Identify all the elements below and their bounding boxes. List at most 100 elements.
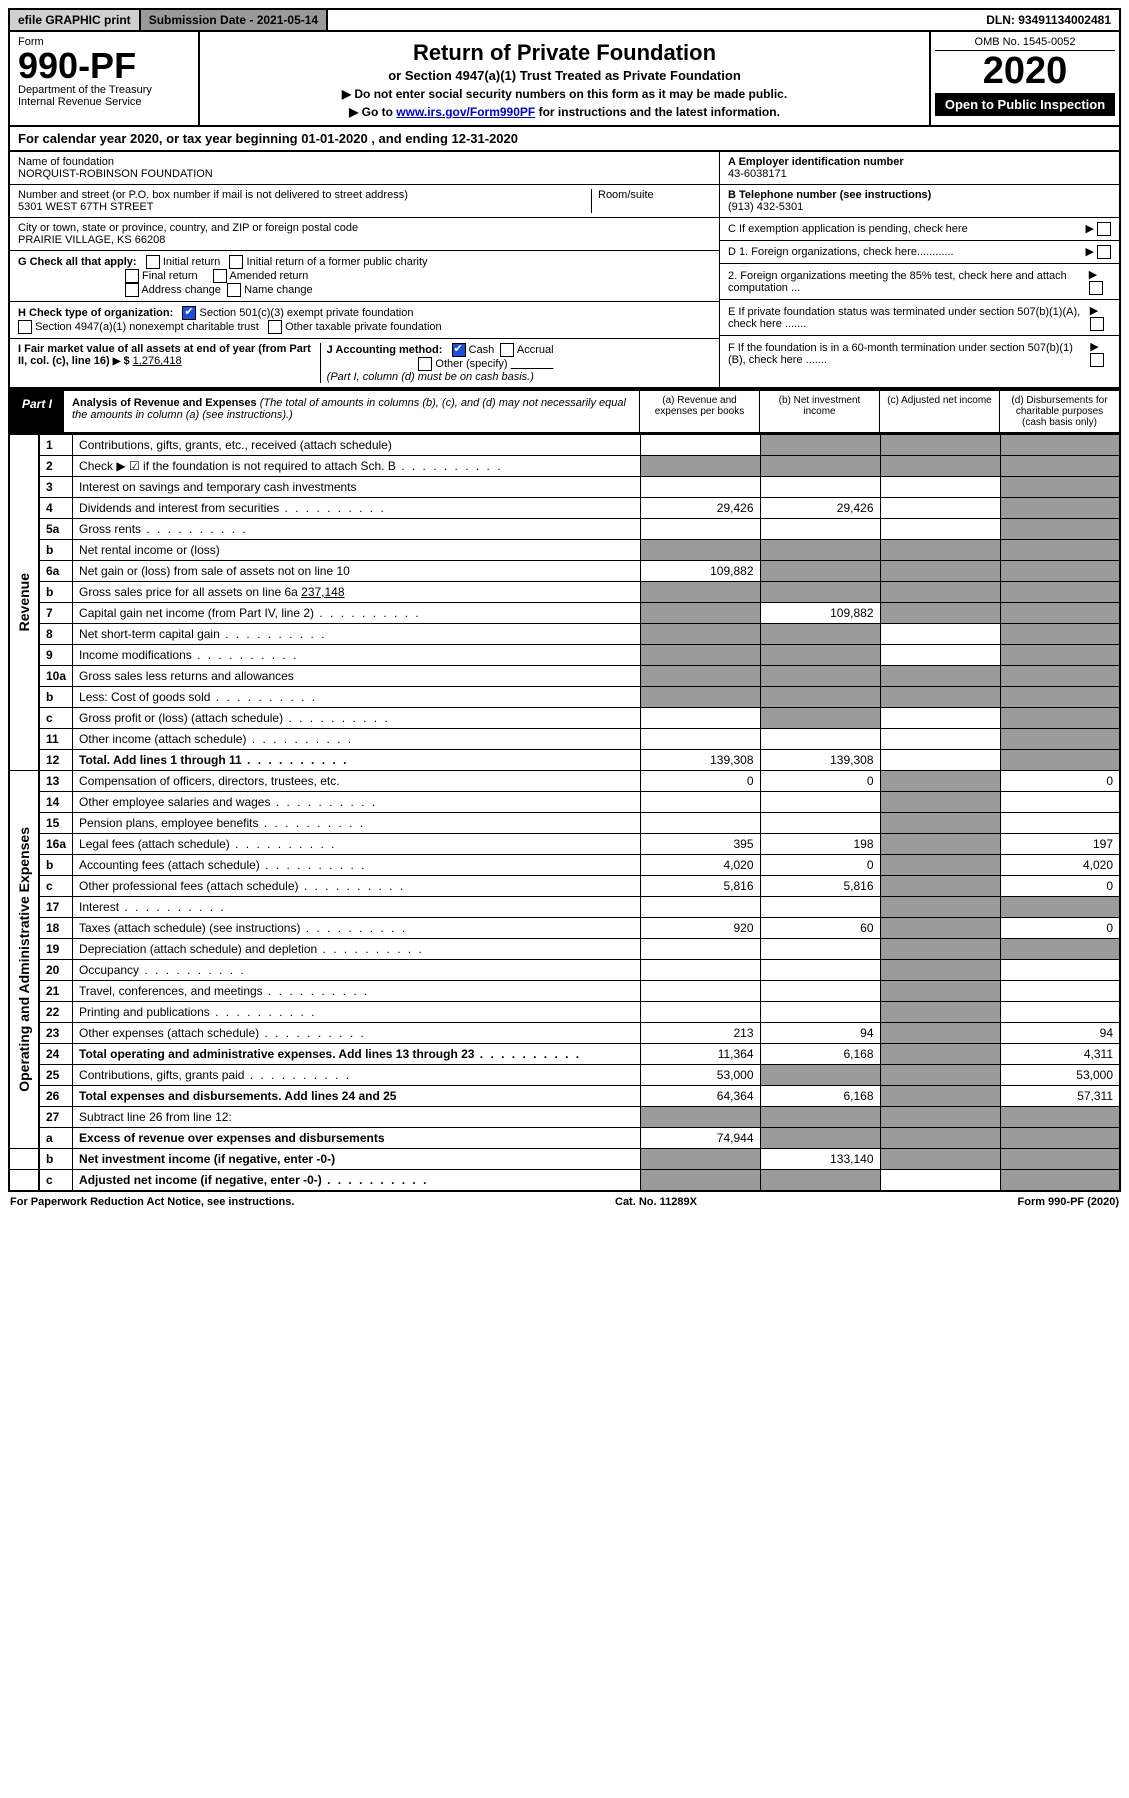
table-row: aExcess of revenue over expenses and dis… (9, 1128, 1120, 1149)
side-revenue: Revenue (16, 573, 32, 631)
j-label: J Accounting method: (327, 344, 443, 356)
section-g: G Check all that apply: Initial return I… (10, 251, 719, 302)
form-number: 990-PF (18, 48, 190, 84)
r16c-b: 5,816 (760, 876, 880, 897)
r22: Printing and publications (73, 1002, 640, 1023)
r26-d: 57,311 (1000, 1086, 1120, 1107)
phone-label: B Telephone number (see instructions) (728, 189, 1111, 201)
r25: Contributions, gifts, grants paid (73, 1065, 640, 1086)
e-label: E If private foundation status was termi… (728, 306, 1090, 330)
table-row: 6aNet gain or (loss) from sale of assets… (9, 561, 1120, 582)
r1: Contributions, gifts, grants, etc., rece… (73, 435, 640, 456)
header-mid: Return of Private Foundation or Section … (200, 32, 929, 125)
r23: Other expenses (attach schedule) (73, 1023, 640, 1044)
r19: Depreciation (attach schedule) and deple… (73, 939, 640, 960)
r6a: Net gain or (loss) from sale of assets n… (73, 561, 640, 582)
table-row: 26Total expenses and disbursements. Add … (9, 1086, 1120, 1107)
check-amended[interactable] (213, 269, 227, 283)
table-row: 9Income modifications (9, 645, 1120, 666)
check-c[interactable] (1097, 222, 1111, 236)
calendar-year-line: For calendar year 2020, or tax year begi… (8, 127, 1121, 152)
table-row: 22Printing and publications (9, 1002, 1120, 1023)
r13-b: 0 (760, 771, 880, 792)
omb-number: OMB No. 1545-0052 (935, 36, 1115, 51)
table-row: 21Travel, conferences, and meetings (9, 981, 1120, 1002)
table-row: 5aGross rents (9, 519, 1120, 540)
table-row: 20Occupancy (9, 960, 1120, 981)
table-row: 8Net short-term capital gain (9, 624, 1120, 645)
r10c: Gross profit or (loss) (attach schedule) (73, 708, 640, 729)
r13: Compensation of officers, directors, tru… (73, 771, 640, 792)
r24: Total operating and administrative expen… (73, 1044, 640, 1065)
r16a-b: 198 (760, 834, 880, 855)
footer-mid: Cat. No. 11289X (615, 1196, 697, 1208)
id-left: Name of foundation NORQUIST-ROBINSON FOU… (10, 152, 719, 387)
check-name-change[interactable] (227, 283, 241, 297)
check-other-method[interactable] (418, 357, 432, 371)
efile-print-button[interactable]: efile GRAPHIC print (10, 10, 141, 30)
r16a-a: 395 (640, 834, 760, 855)
table-row: 4Dividends and interest from securities2… (9, 498, 1120, 519)
r3: Interest on savings and temporary cash i… (73, 477, 640, 498)
irs-link[interactable]: www.irs.gov/Form990PF (396, 105, 535, 119)
addr-label: Number and street (or P.O. box number if… (18, 189, 591, 201)
r18: Taxes (attach schedule) (see instruction… (73, 918, 640, 939)
table-row: 12Total. Add lines 1 through 11139,30813… (9, 750, 1120, 771)
table-row: 15Pension plans, employee benefits (9, 813, 1120, 834)
r6b-val: 237,148 (301, 585, 344, 599)
r23-a: 213 (640, 1023, 760, 1044)
name-label: Name of foundation (18, 156, 711, 168)
r15: Pension plans, employee benefits (73, 813, 640, 834)
r24-d: 4,311 (1000, 1044, 1120, 1065)
check-d2[interactable] (1089, 281, 1103, 295)
check-final[interactable] (125, 269, 139, 283)
r10b: Less: Cost of goods sold (73, 687, 640, 708)
table-row: 24Total operating and administrative exp… (9, 1044, 1120, 1065)
check-other-taxable[interactable] (268, 320, 282, 334)
r6a-a: 109,882 (640, 561, 760, 582)
form-header: Form 990-PF Department of the Treasury I… (8, 32, 1121, 127)
check-initial[interactable] (146, 255, 160, 269)
open-to-public: Open to Public Inspection (935, 93, 1115, 116)
table-row: 16aLegal fees (attach schedule)395198197 (9, 834, 1120, 855)
header-left: Form 990-PF Department of the Treasury I… (10, 32, 200, 125)
opt-4947: Section 4947(a)(1) nonexempt charitable … (35, 321, 259, 333)
r18-a: 920 (640, 918, 760, 939)
r26-b: 6,168 (760, 1086, 880, 1107)
form-title: Return of Private Foundation (206, 40, 923, 66)
r12: Total. Add lines 1 through 11 (73, 750, 640, 771)
r14: Other employee salaries and wages (73, 792, 640, 813)
check-4947[interactable] (18, 320, 32, 334)
opt-final: Final return (142, 270, 198, 282)
check-cash[interactable] (452, 343, 466, 357)
col-d-header: (d) Disbursements for charitable purpose… (999, 391, 1119, 432)
opt-amended: Amended return (229, 270, 308, 282)
ein-value: 43-6038171 (728, 168, 1111, 180)
table-row: bNet rental income or (loss) (9, 540, 1120, 561)
c-label: C If exemption application is pending, c… (728, 223, 968, 235)
check-d1[interactable] (1097, 245, 1111, 259)
check-addr-change[interactable] (125, 283, 139, 297)
identity-block: Name of foundation NORQUIST-ROBINSON FOU… (8, 152, 1121, 389)
r25-d: 53,000 (1000, 1065, 1120, 1086)
r18-d: 0 (1000, 918, 1120, 939)
opt-cash: Cash (469, 344, 495, 356)
r18-b: 60 (760, 918, 880, 939)
table-row: bGross sales price for all assets on lin… (9, 582, 1120, 603)
check-f[interactable] (1090, 353, 1104, 367)
check-accrual[interactable] (500, 343, 514, 357)
r9: Income modifications (73, 645, 640, 666)
check-501c3[interactable] (182, 306, 196, 320)
note-pre: ▶ Go to (349, 105, 396, 119)
opt-accrual: Accrual (517, 344, 554, 356)
table-row: 10aGross sales less returns and allowanc… (9, 666, 1120, 687)
note-ssn: ▶ Do not enter social security numbers o… (206, 87, 923, 101)
col-c-header: (c) Adjusted net income (879, 391, 999, 432)
check-e[interactable] (1090, 317, 1104, 331)
r11: Other income (attach schedule) (73, 729, 640, 750)
check-initial-former[interactable] (229, 255, 243, 269)
street-address: 5301 WEST 67TH STREET (18, 201, 591, 213)
r27b: Net investment income (if negative, ente… (73, 1149, 640, 1170)
r12-a: 139,308 (640, 750, 760, 771)
table-row: bAccounting fees (attach schedule)4,0200… (9, 855, 1120, 876)
